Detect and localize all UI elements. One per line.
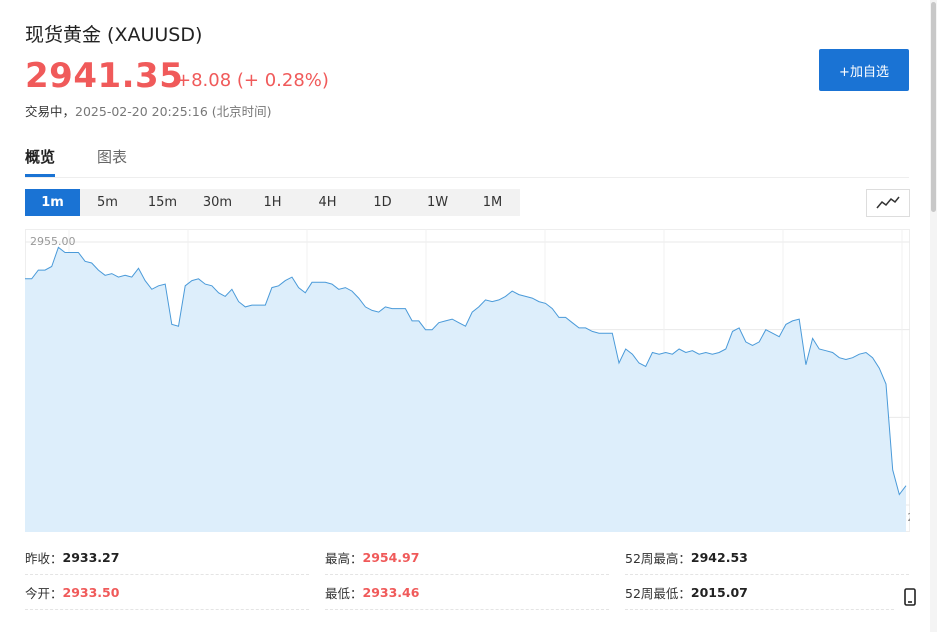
stat-52w-high: 52周最高： 2942.53 [625,540,909,575]
y-tick-label: 2955.00 [30,235,76,248]
status-label: 交易中， [25,104,76,119]
period-1w[interactable]: 1W [426,195,449,210]
chart-type-toggle[interactable] [866,189,910,217]
period-1mo[interactable]: 1M [482,195,503,210]
period-5m[interactable]: 5m [97,195,118,210]
stat-prev-close: 昨收： 2933.27 [25,540,309,575]
period-30m[interactable]: 30m [202,195,233,210]
scrollbar-thumb[interactable] [931,2,936,212]
mobile-view-button[interactable] [895,580,925,614]
quote-timestamp: 2025-02-20 20:25:16 (北京时间) [75,104,272,119]
current-price: 2941.35 [25,56,184,96]
stat-low: 最低： 2933.46 [325,575,609,610]
period-1d[interactable]: 1D [373,195,392,210]
series-area [25,247,906,532]
tab-overview[interactable]: 概览 [25,148,56,177]
tab-chart[interactable]: 图表 [97,148,128,166]
stat-open: 今开： 2933.50 [25,575,309,610]
period-1m[interactable]: 1m [25,189,80,216]
mobile-phone-icon [904,588,916,606]
add-to-watchlist-button[interactable]: +加自选 [819,49,909,91]
tab-bar: 概览 图表 [25,141,909,178]
page-scrollbar[interactable] [930,0,937,632]
period-15m[interactable]: 15m [147,195,178,210]
price-chart[interactable]: 2955.002950.002945.002940.0018:2618:4319… [25,229,910,532]
stat-high: 最高： 2954.97 [325,540,609,575]
series-line [25,246,907,496]
line-chart-icon [876,196,900,209]
period-4h[interactable]: 4H [318,195,337,210]
period-1h[interactable]: 1H [263,195,282,210]
period-selector: 1m 5m 15m 30m 1H 4H 1D 1W 1M [25,189,520,216]
price-change: +8.08 (+ 0.28%) [176,70,329,91]
instrument-title: 现货黄金 (XAUUSD) [25,24,203,46]
stat-52w-low: 52周最低： 2015.07 [625,575,909,610]
trading-status: 交易中，2025-02-20 20:25:16 (北京时间) [25,101,272,120]
